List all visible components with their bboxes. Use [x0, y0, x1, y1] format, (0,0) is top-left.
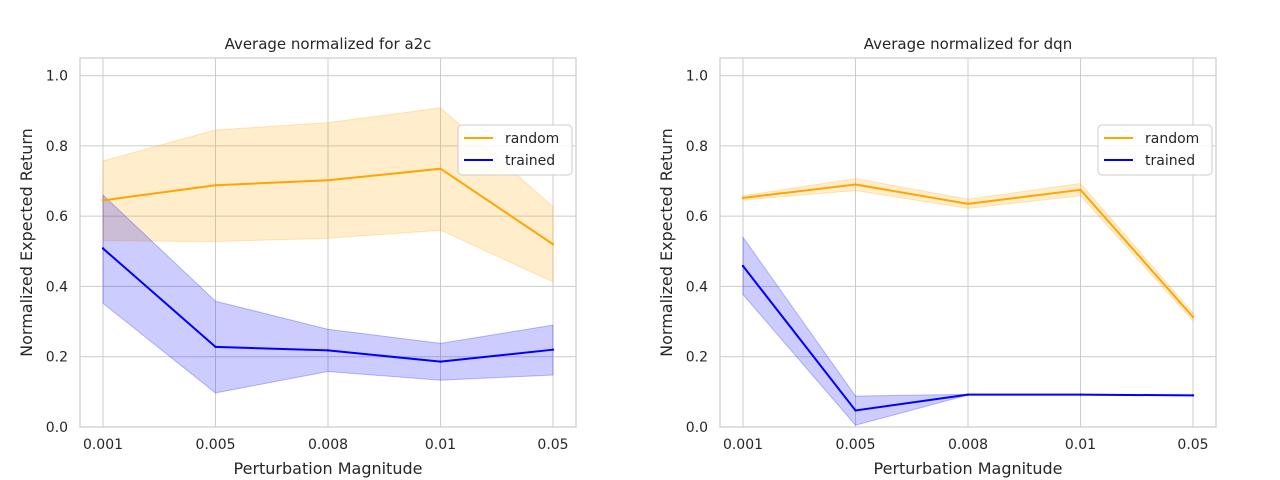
confidence-band-random — [102, 107, 554, 283]
y-tick-label: 0.8 — [46, 139, 68, 155]
y-tick-label: 0.2 — [46, 350, 68, 366]
data-point-random — [1079, 188, 1082, 191]
x-tick-label: 0.001 — [83, 437, 123, 453]
x-tick-label: 0.01 — [425, 437, 456, 453]
plot-frame — [719, 57, 1217, 428]
confidence-band-trained — [102, 193, 554, 394]
data-point-random — [214, 184, 217, 187]
y-tick-label: 0.8 — [686, 139, 708, 155]
data-point-random — [741, 196, 745, 200]
data-point-random — [966, 202, 970, 206]
y-tick-label: 0.6 — [686, 209, 708, 225]
plot-frame — [79, 57, 577, 428]
x-tick-label: 0.008 — [948, 437, 988, 453]
data-point-trained — [326, 349, 330, 352]
data-point-trained — [966, 393, 970, 396]
x-tick-label: 0.008 — [308, 437, 348, 453]
x-axis-label: Perturbation Magnitude — [874, 459, 1063, 478]
y-tick-label: 0.4 — [686, 279, 708, 295]
data-point-trained — [1191, 394, 1195, 397]
y-tick-label: 0.0 — [686, 420, 708, 436]
y-tick-label: 1.0 — [46, 69, 68, 85]
legend: random trained — [1097, 124, 1213, 176]
data-point-trained — [854, 409, 857, 412]
data-point-random — [439, 167, 442, 170]
subplot-dqn: 0.001 0.005 0.008 0.01 0.05 0.0 0.2 0.4 0.6 0.8 1.… — [657, 35, 1217, 478]
data-point-trained — [439, 360, 442, 363]
data-point-random — [326, 179, 330, 182]
y-tick-label: 0.6 — [46, 209, 68, 225]
legend-label-trained: trained — [505, 153, 555, 169]
y-tick-label: 1.0 — [686, 69, 708, 85]
data-point-trained — [214, 345, 217, 349]
data-point-random — [854, 183, 857, 186]
y-tick-label: 0.2 — [686, 350, 708, 366]
x-tick-label: 0.05 — [1177, 437, 1208, 453]
data-point-trained — [551, 348, 555, 351]
y-axis-label: Normalized Expected Return — [17, 128, 36, 357]
x-tick-label: 0.01 — [1065, 437, 1096, 453]
data-point-trained — [1079, 393, 1082, 396]
y-tick-label: 0.4 — [46, 279, 68, 295]
legend: random trained — [457, 124, 573, 176]
x-tick-label: 0.05 — [537, 437, 568, 453]
chart-title: Average normalized for a2c — [225, 35, 432, 53]
legend-label-trained: trained — [1145, 153, 1195, 169]
x-tick-label: 0.005 — [195, 437, 235, 453]
legend-label-random: random — [1145, 131, 1199, 147]
chart-title: Average normalized for dqn — [864, 35, 1072, 53]
y-axis-label: Normalized Expected Return — [657, 128, 676, 357]
y-tick-label: 0.0 — [46, 420, 68, 436]
data-point-random — [551, 243, 555, 246]
x-tick-label: 0.005 — [835, 437, 875, 453]
data-point-trained — [741, 264, 745, 268]
subplot-a2c: 0.001 0.005 0.008 0.01 0.05 0.0 0.2 0.4 0.6 0.8 1.… — [17, 35, 577, 478]
legend-label-random: random — [505, 131, 559, 147]
data-point-trained — [101, 247, 105, 250]
x-axis-label: Perturbation Magnitude — [234, 459, 423, 478]
data-point-random — [1191, 315, 1195, 319]
x-tick-label: 0.001 — [723, 437, 763, 453]
data-point-random — [101, 199, 105, 202]
